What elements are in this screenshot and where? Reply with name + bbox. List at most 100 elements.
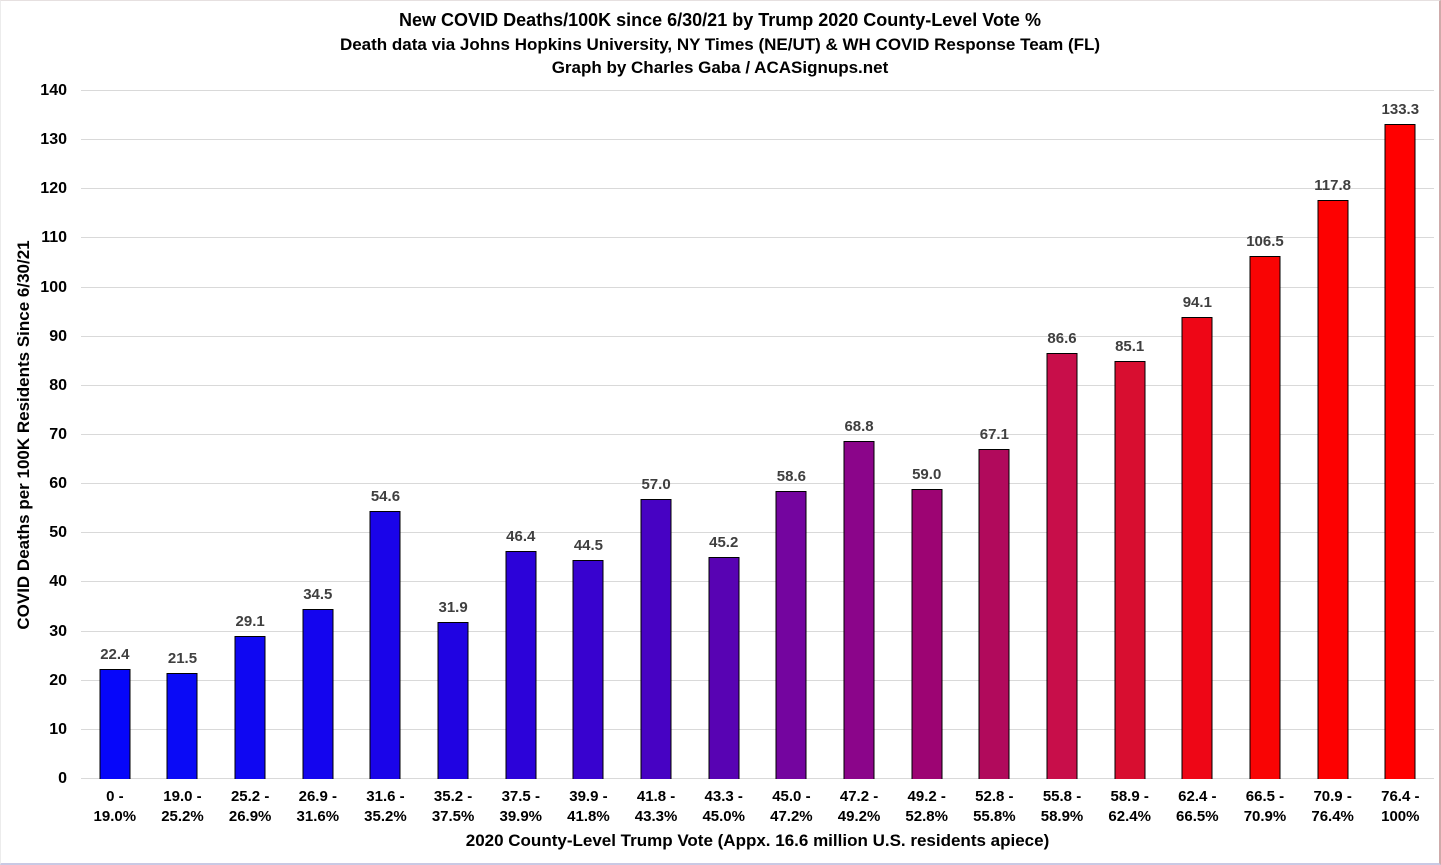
y-tick-label: 40 [49, 573, 67, 591]
bar [843, 440, 875, 779]
bar [437, 622, 469, 779]
bar-slot: 44.5 39.9 -41.8% [555, 91, 623, 824]
y-tick-label: 60 [49, 475, 67, 493]
bar-slot: 21.5 19.0 -25.2% [149, 91, 217, 824]
bar-value-label: 34.5 [303, 586, 333, 604]
y-tick-label: 50 [49, 524, 67, 542]
bar-slot: 67.1 52.8 -55.8% [961, 91, 1029, 824]
gridline [81, 434, 1434, 435]
y-tick-label: 140 [40, 82, 67, 99]
bar-value-label: 85.1 [1115, 337, 1145, 355]
bar-value-label: 46.4 [506, 527, 536, 545]
bar [302, 609, 334, 779]
x-tick-label: 52.8 -55.8% [973, 788, 1016, 825]
y-tick-label: 70 [49, 426, 67, 443]
x-tick-label: 76.4 -100% [1381, 788, 1420, 825]
x-tick-label: 37.5 -39.9% [499, 788, 543, 825]
y-tick-label: 20 [49, 671, 67, 689]
gridline [81, 90, 1434, 91]
x-tick-label: 47.2 -49.2% [837, 788, 881, 825]
x-tick-label: 19.0 -25.2% [161, 788, 204, 825]
bar [1317, 200, 1349, 779]
bar-slot: 46.4 37.5 -39.9% [487, 91, 555, 825]
bar-value-label: 22.4 [100, 645, 130, 663]
bar-slot: 117.8 70.9 -76.4% [1299, 91, 1367, 824]
bar-slot: 54.6 31.6 -35.2% [352, 91, 420, 825]
gridline [81, 778, 1434, 779]
gridline [81, 237, 1434, 239]
bar-value-label: 117.8 [1314, 177, 1351, 195]
y-tick-label: 10 [49, 720, 67, 738]
bar-slot: 68.8 47.2 -49.2% [825, 91, 893, 825]
bar-value-label: 58.6 [776, 468, 806, 486]
y-tick-label: 30 [49, 622, 67, 640]
title-block: New COVID Deaths/100K since 6/30/21 by T… [1, 9, 1439, 78]
x-tick-label: 70.9 -76.4% [1311, 788, 1354, 825]
bar-slot: 59.0 49.2 -52.8% [893, 91, 961, 824]
chart-subtitle: Death data via Johns Hopkins University,… [339, 34, 1101, 54]
y-tick-label: 90 [49, 327, 67, 345]
chart-title: New COVID Deaths/100K since 6/30/21 by T… [399, 10, 1041, 30]
bar-value-label: 68.8 [844, 417, 874, 435]
bar-value-label: 106.5 [1246, 232, 1284, 250]
gridline [81, 384, 1434, 386]
x-tick-label: 31.6 -35.2% [364, 788, 407, 825]
bar-value-label: 94.1 [1182, 293, 1212, 311]
bar-slot: 45.2 43.3 -45.0% [690, 91, 758, 825]
gridline [81, 679, 1434, 681]
x-tick-label: 0 -19.0% [93, 788, 137, 825]
gridline [81, 581, 1434, 583]
bar-slot: 31.9 35.2 -37.5% [419, 91, 487, 824]
plot-area: COVID Deaths per 100K Residents Since 6/… [14, 82, 1434, 825]
gridline [81, 188, 1434, 190]
y-tick-label: 110 [41, 229, 67, 247]
bar-value-label: 54.6 [370, 487, 401, 505]
bar [1249, 255, 1281, 779]
x-tick-label: 55.8 -58.9% [1040, 788, 1084, 825]
x-tick-label: 26.9 -31.6% [296, 788, 340, 825]
bar [505, 550, 537, 779]
bar [99, 668, 131, 779]
gridline [81, 728, 1434, 730]
bar [1384, 123, 1416, 779]
bar [369, 510, 401, 779]
x-axis-title: 2020 County-Level Trump Vote (Appx. 16.6… [465, 831, 1050, 850]
bar-value-label: 67.1 [979, 426, 1009, 444]
chart-credit: Graph by Charles Gaba / ACASignups.net [551, 57, 889, 77]
bar-value-label: 133.3 [1381, 100, 1420, 118]
bar-slot: 22.4 0 -19.0% [81, 91, 149, 825]
gridline [81, 139, 1434, 141]
bar-slot: 57.0 41.8 -43.3% [622, 91, 690, 825]
bar-slot: 58.6 45.0 -47.2% [758, 91, 826, 824]
bar [978, 449, 1010, 779]
bars-container: 22.4 0 -19.0% 21.5 19.0 -25.2% 29.1 25.2 -26.… [81, 91, 1434, 825]
x-tick-label: 39.9 -41.8% [567, 788, 610, 825]
gridline [81, 286, 1434, 288]
y-tick-label: 80 [49, 376, 67, 394]
y-tick-label: 0 [58, 770, 67, 787]
y-tick-label: 130 [40, 131, 67, 149]
bar [234, 636, 266, 779]
x-tick-label: 43.3 -45.0% [702, 788, 745, 825]
bar-slot: 86.6 55.8 -58.9% [1028, 91, 1096, 824]
y-tick-label: 100 [40, 278, 67, 296]
bar [708, 556, 740, 779]
gridline [81, 483, 1434, 485]
y-tick-label: 120 [40, 180, 67, 198]
bar-slot: 133.3 76.4 -100% [1366, 91, 1434, 825]
bar [911, 489, 943, 779]
bar-value-label: 21.5 [167, 650, 198, 668]
bar-value-label: 86.6 [1047, 330, 1077, 348]
x-tick-label: 49.2 -52.8% [905, 788, 948, 825]
bar [1114, 360, 1146, 779]
bar-value-label: 57.0 [641, 475, 671, 493]
bar [640, 498, 672, 779]
x-tick-label: 41.8 -43.3% [634, 788, 678, 825]
bar [1181, 316, 1213, 779]
bar-slot: 29.1 25.2 -26.9% [216, 91, 284, 825]
x-tick-label: 35.2 -37.5% [431, 788, 475, 825]
x-tick-label: 45.0 -47.2% [770, 788, 813, 825]
bar-slot: 94.1 62.4 -66.5% [1164, 91, 1232, 825]
x-tick-label: 66.5 -70.9% [1243, 788, 1287, 825]
